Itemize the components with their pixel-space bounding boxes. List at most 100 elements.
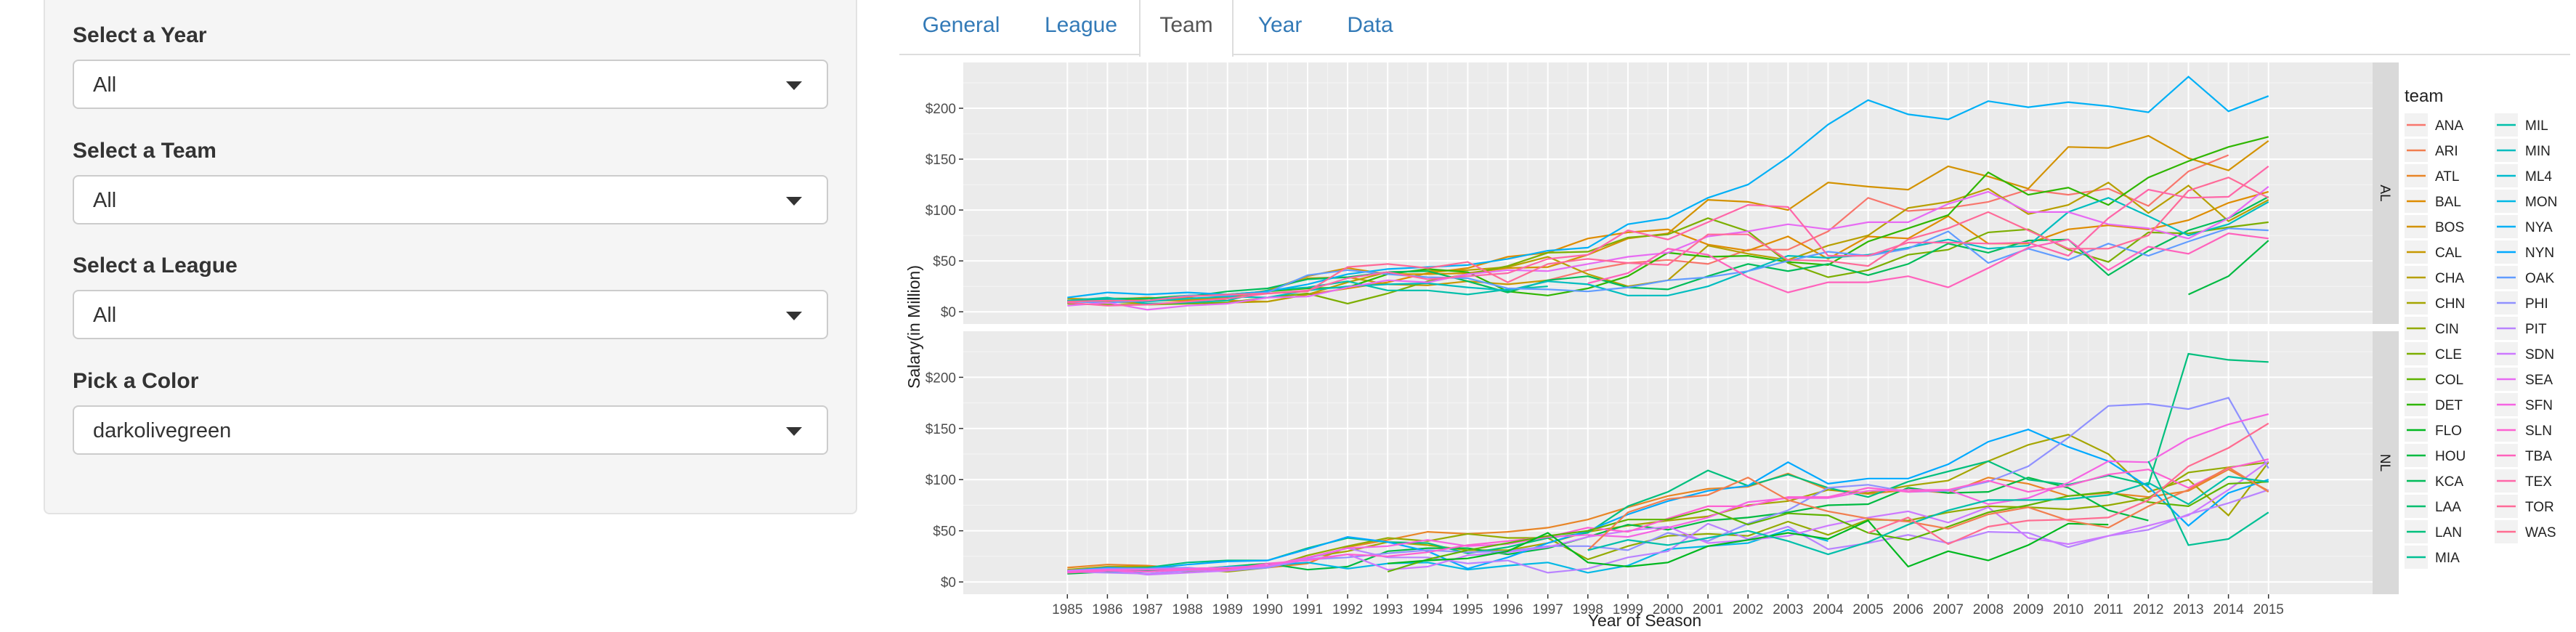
legend-label: CHN	[2435, 296, 2465, 312]
x-tick-label: 1993	[1372, 602, 1403, 617]
tab-league[interactable]: League	[1044, 13, 1118, 37]
x-tick-label: 2003	[1773, 602, 1803, 617]
chevron-down-icon	[786, 312, 802, 320]
legend-label: BOS	[2435, 220, 2464, 235]
legend-label: NYA	[2525, 220, 2553, 235]
x-tick-label: 1999	[1613, 602, 1643, 617]
tab-year[interactable]: Year	[1257, 13, 1303, 37]
x-tick-label: 1989	[1212, 602, 1243, 617]
series-line-tba-al	[1587, 232, 2269, 293]
legend-label: SLN	[2525, 424, 2552, 439]
x-tick-label: 2011	[2094, 602, 2123, 617]
legend-label: NYN	[2525, 246, 2554, 261]
series-line-phi-nl	[1067, 397, 2269, 572]
x-tick-label: 2000	[1653, 602, 1683, 617]
x-tick-label: 2002	[1733, 602, 1763, 617]
tab-data[interactable]: Data	[1347, 13, 1393, 37]
x-tick-label: 1998	[1573, 602, 1603, 617]
x-tick-label: 1997	[1533, 602, 1563, 617]
legend-label: SEA	[2525, 373, 2553, 388]
x-tick-label: 2009	[2013, 602, 2044, 617]
tab-general[interactable]: General	[922, 13, 1000, 37]
team-select-label: Select a Team	[73, 139, 216, 163]
x-tick-label: 2012	[2133, 602, 2163, 617]
legend-label: COL	[2435, 373, 2463, 388]
x-tick-label: 2007	[1933, 602, 1964, 617]
legend-label: DET	[2435, 398, 2463, 413]
legend-label: CAL	[2435, 246, 2462, 261]
series-line-ari-nl	[1587, 466, 2269, 551]
legend-label: ARI	[2435, 144, 2458, 159]
color-select-value: darkolivegreen	[93, 419, 232, 442]
x-tick-label: 1988	[1172, 602, 1202, 617]
x-axis-label: Year of Season	[1588, 611, 1701, 630]
facet-strip	[2373, 62, 2399, 324]
series-line-mia-nl	[2147, 461, 2269, 546]
x-tick-label: 2008	[1973, 602, 2004, 617]
series-line-sln-nl	[1067, 458, 2269, 574]
legend-label: MIA	[2435, 551, 2460, 566]
legend-label: ML4	[2525, 169, 2552, 185]
legend-label: CHA	[2435, 271, 2464, 286]
x-tick-label: 2010	[2053, 602, 2083, 617]
x-tick-label: 2001	[1693, 602, 1723, 617]
x-tick-label: 1985	[1052, 602, 1082, 617]
x-tick-label: 1995	[1452, 602, 1483, 617]
y-tick-label: $100	[926, 473, 956, 488]
series-line-mil-nl	[1587, 475, 2269, 556]
series-line-sea-al	[1067, 186, 2269, 311]
series-line-sfn-nl	[1067, 413, 2269, 573]
y-tick-label: $150	[926, 422, 956, 437]
team-select[interactable]: All	[73, 175, 828, 224]
year-select-label: Select a Year	[73, 23, 207, 47]
legend-label: BAL	[2435, 195, 2461, 210]
legend-label: LAA	[2435, 500, 2461, 515]
chevron-down-icon	[786, 81, 802, 90]
series-line-nya-al	[1067, 76, 2269, 299]
series-line-flo-nl	[1388, 519, 2109, 568]
x-tick-label: 2005	[1852, 602, 1883, 617]
series-line-was-nl	[1868, 422, 2269, 546]
legend-label: CLE	[2435, 347, 2462, 362]
legend: ANA ARI ATL BAL BOS CAL CHA CHN CIN CLE COL DET FLO H…	[2405, 113, 2557, 569]
legend-label: TOR	[2525, 500, 2554, 515]
x-tick-label: 2006	[1893, 602, 1924, 617]
x-tick-label: 2014	[2213, 602, 2244, 617]
x-tick-label: 1987	[1132, 602, 1162, 617]
y-tick-label: $0	[941, 575, 956, 591]
x-tick-label: 2004	[1812, 602, 1844, 617]
series-line-pit-nl	[1067, 489, 2269, 575]
legend-label: PIT	[2525, 322, 2547, 337]
legend-label: MIL	[2525, 118, 2548, 134]
tab-bar-border	[899, 54, 2570, 55]
legend-label: KCA	[2435, 474, 2463, 490]
legend-label: OAK	[2525, 271, 2554, 286]
legend-label: FLO	[2435, 424, 2462, 439]
legend-label: HOU	[2435, 449, 2466, 464]
y-axis-label: Salary(in Million)	[904, 265, 923, 389]
chevron-down-icon	[786, 427, 802, 436]
legend-title: team	[2405, 86, 2443, 106]
series-line-mil-al	[1067, 280, 1548, 305]
color-select[interactable]: darkolivegreen	[73, 405, 828, 455]
y-tick-label: $0	[941, 305, 956, 320]
x-tick-label: 1996	[1492, 602, 1523, 617]
series-line-tor-al	[1067, 177, 2269, 303]
y-tick-label: $200	[926, 370, 956, 386]
x-tick-label: 1991	[1292, 602, 1323, 617]
series-line-nyn-nl	[1067, 429, 2269, 572]
x-tick-label: 2013	[2173, 602, 2203, 617]
league-select-value: All	[93, 304, 117, 327]
tab-team[interactable]: Team	[1139, 0, 1234, 57]
x-tick-label: 1990	[1252, 602, 1283, 617]
series-line-oak-al	[1067, 227, 2269, 304]
year-select[interactable]: All	[73, 60, 828, 109]
facet-strip-label: NL	[2377, 454, 2392, 471]
y-tick-label: $50	[933, 524, 956, 540]
facet-strip	[2373, 331, 2399, 594]
legend-label: CIN	[2435, 322, 2459, 337]
legend-label: ANA	[2435, 118, 2463, 134]
legend-label: MON	[2525, 195, 2557, 210]
legend-label: PHI	[2525, 296, 2548, 312]
league-select[interactable]: All	[73, 290, 828, 339]
